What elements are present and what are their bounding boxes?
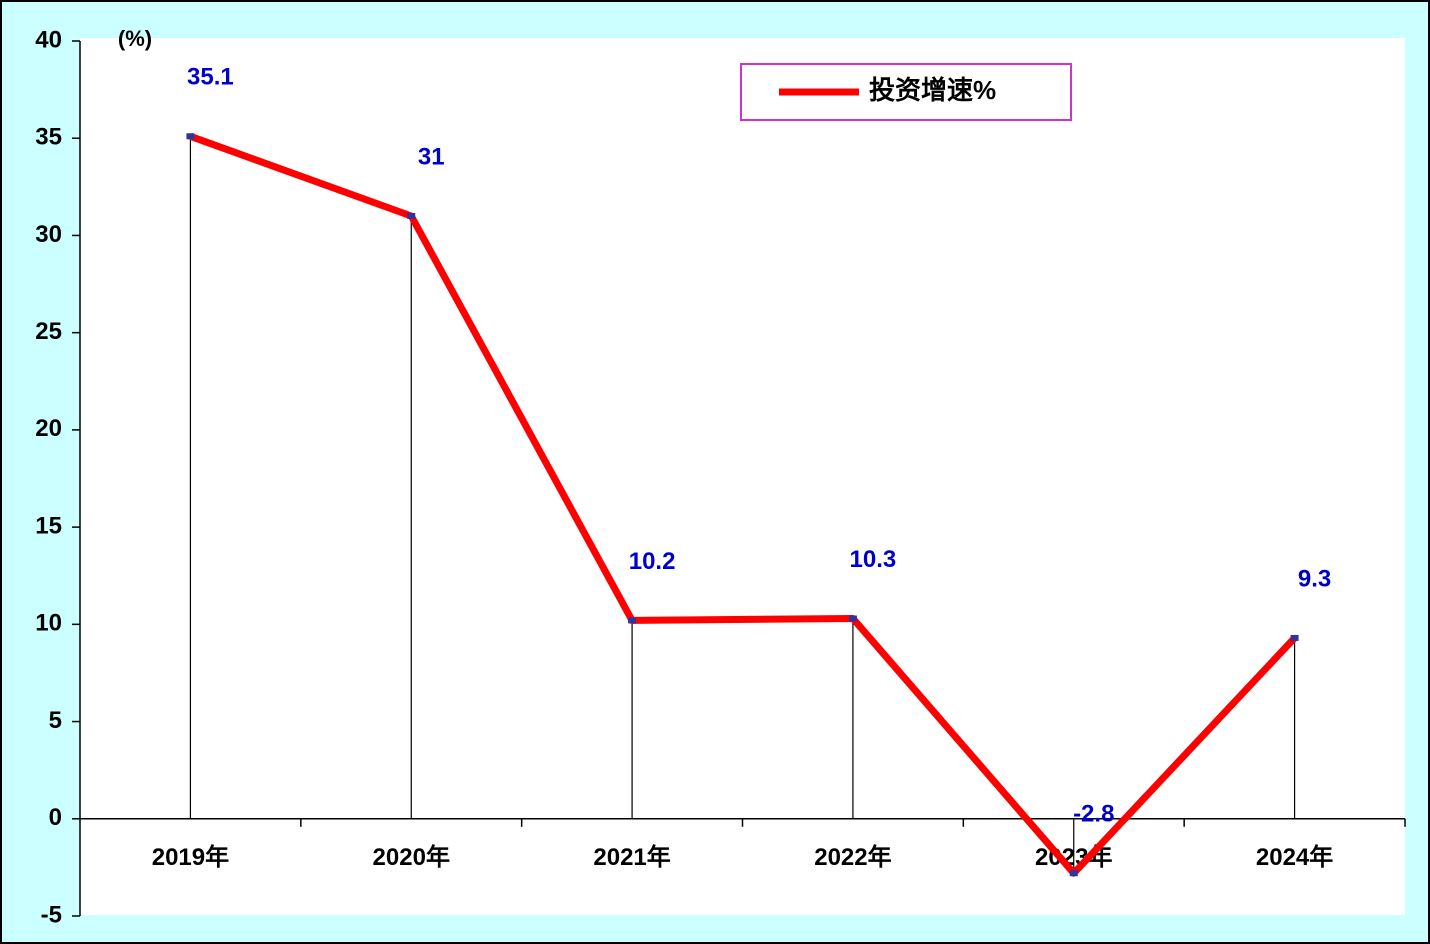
data-label: -2.8 — [1073, 801, 1114, 828]
y-tick-label: -5 — [41, 901, 62, 928]
plot-area — [80, 38, 1405, 915]
y-tick-label: 35 — [35, 124, 62, 151]
legend-box — [740, 63, 1072, 121]
y-tick-label: 20 — [35, 415, 62, 442]
marker — [186, 133, 195, 140]
y-unit: (%) — [118, 26, 152, 51]
marker — [1290, 634, 1299, 641]
x-tick-label: 2022年 — [814, 843, 891, 871]
y-tick-label: 40 — [35, 26, 62, 53]
marker — [848, 615, 857, 622]
y-tick-label: 10 — [35, 610, 62, 637]
x-tick-label: 2020年 — [373, 843, 450, 871]
y-tick-label: 5 — [49, 707, 62, 734]
series-line — [189, 132, 1298, 877]
marker — [1069, 870, 1078, 877]
data-label: 31 — [418, 143, 445, 170]
x-tick-label: 2024年 — [1256, 843, 1333, 871]
y-tick-label: 30 — [35, 221, 62, 248]
data-label: 10.2 — [629, 548, 676, 575]
y-tick-label: 0 — [49, 804, 62, 831]
x-tick-label: 2021年 — [593, 843, 670, 871]
marker — [407, 213, 416, 219]
data-label: 10.3 — [850, 546, 897, 573]
y-tick-label: 15 — [35, 512, 62, 539]
y-tick-label: 25 — [35, 318, 62, 345]
marker — [628, 617, 637, 624]
data-label: 35.1 — [187, 64, 234, 91]
data-label: 9.3 — [1298, 565, 1331, 592]
x-tick-label: 2019年 — [152, 843, 229, 871]
legend-label: 投资增速% — [869, 75, 996, 105]
